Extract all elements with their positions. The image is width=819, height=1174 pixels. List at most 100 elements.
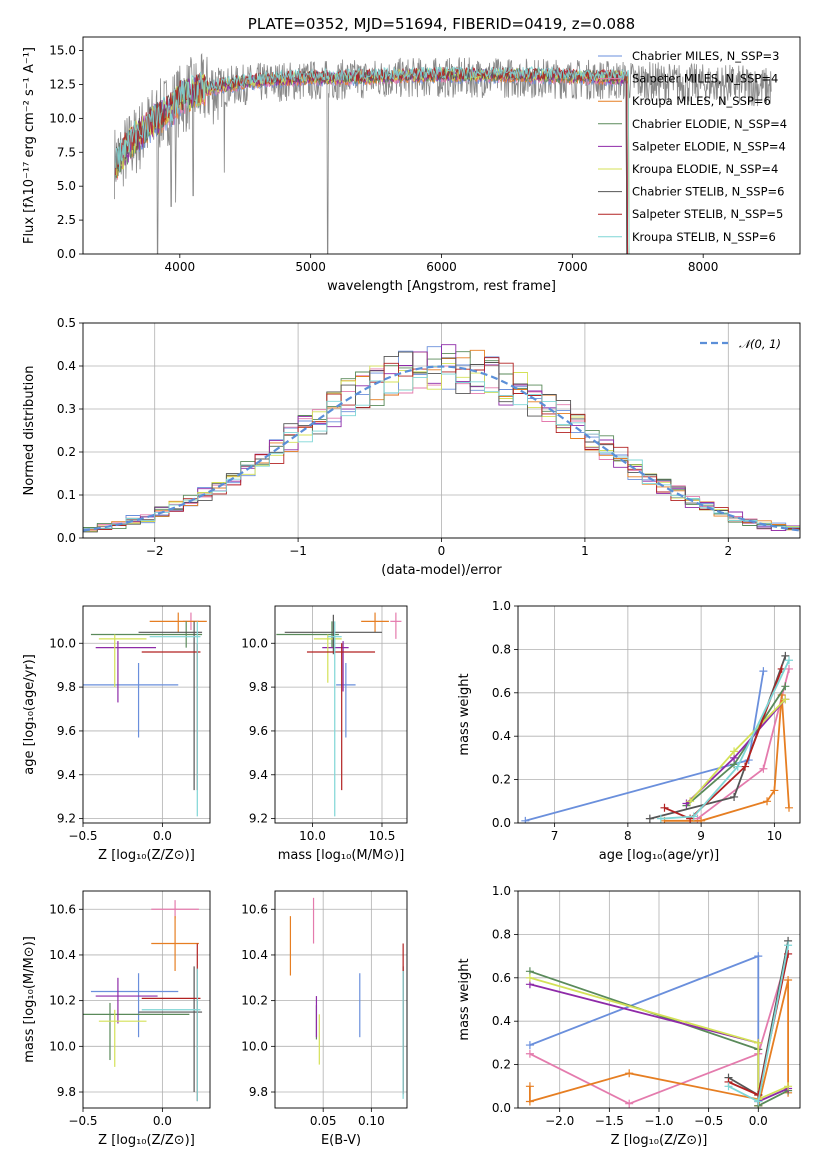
plot-area (83, 344, 800, 535)
plot-frame (274, 605, 408, 824)
chart-title: PLATE=0352, MJD=51694, FIBERID=0419, z=0… (248, 15, 635, 33)
plot-area (83, 900, 203, 1102)
weight-line (664, 668, 783, 820)
x-tick-label: 6000 (426, 260, 457, 274)
y-tick-label: 10.2 (49, 994, 76, 1008)
y-tick-label: 0.5 (57, 316, 76, 330)
y-tick-label: 0.4 (492, 1014, 511, 1028)
y-tick-label: 0.3 (57, 402, 76, 416)
weight-marker (525, 1097, 534, 1106)
x-tick-label: 7 (551, 829, 559, 843)
weight-marker (521, 816, 530, 823)
weight-marker (730, 747, 739, 756)
x-axis-label: mass [log₁₀(M/M⊙)] (278, 848, 405, 863)
y-tick-label: 9.6 (249, 724, 268, 738)
x-tick-label: 0.10 (358, 1114, 385, 1128)
y-tick-label: 9.2 (249, 812, 268, 826)
y-axis-label: mass [log₁₀(M/M⊙)] (22, 936, 37, 1063)
x-tick-label: 7000 (557, 260, 588, 274)
y-tick-label: 10.0 (241, 636, 268, 650)
weight-marker (759, 764, 768, 773)
y-tick-label: 0.8 (492, 642, 511, 656)
legend-label: Chabrier ELODIE, N_SSP=4 (632, 117, 787, 131)
y-tick-label: 0.2 (57, 445, 76, 459)
age-vs-metallicity-panel: −0.5 0.0 9.2 9.4 9.6 9.8 10.0 Z [log₁₀(Z/Z⊙)] ag… (22, 605, 211, 863)
x-tick-label: 2 (724, 544, 732, 558)
legend-label: Salpeter STELIB, N_SSP=5 (632, 207, 783, 221)
x-tick-label: −1.0 (644, 1114, 673, 1128)
weight-marker (697, 816, 706, 823)
normal-curve-line (83, 365, 800, 532)
x-tick-label: 1 (581, 544, 589, 558)
weight-marker (784, 949, 793, 958)
y-tick-label: 0.0 (492, 816, 511, 830)
plot-frame (517, 890, 801, 1109)
x-axis-label: E(B-V) (321, 1133, 361, 1148)
weight-marker (759, 667, 768, 676)
y-tick-label: 0.6 (492, 971, 511, 985)
y-tick-label: 10.0 (49, 636, 76, 650)
x-axis-label: Z [log₁₀(Z/Z⊙)] (98, 848, 195, 863)
weight-line (529, 976, 789, 1101)
model-spectrum-line (115, 65, 630, 254)
plot-area (521, 651, 794, 823)
y-tick-label: 0.2 (492, 1058, 511, 1072)
spectrum-panel: 4000 5000 6000 7000 8000 0.0 2.5 5.0 7.5 10.0 12.5… (22, 15, 801, 294)
weight-marker (625, 1069, 634, 1078)
weight-vs-metallicity-panel: −2.0 −1.5 −1.0 −0.5 0.0 0.0 0.2 0.4 0.6 0.8 1.0 Z [… (457, 884, 801, 1148)
y-tick-label: 9.4 (57, 768, 76, 782)
weight-marker (724, 1082, 733, 1091)
weight-marker (763, 797, 772, 806)
weight-marker (730, 792, 739, 801)
y-tick-label: 0.4 (57, 359, 76, 373)
y-tick-label: 15.0 (49, 44, 76, 58)
weight-marker (525, 973, 534, 982)
x-tick-label: 10.0 (299, 829, 326, 843)
y-tick-label: 2.5 (57, 213, 76, 227)
y-tick-label: 0.2 (492, 773, 511, 787)
x-tick-label: 0 (438, 544, 446, 558)
weight-marker (625, 1099, 634, 1108)
x-axis-label: age [log₁₀(age/yr)] (599, 848, 720, 863)
y-tick-label: 7.5 (57, 145, 76, 159)
x-tick-label: 4000 (165, 260, 196, 274)
x-tick-label: 0.0 (153, 829, 172, 843)
plot-area (114, 52, 772, 254)
x-tick-label: 9 (697, 829, 705, 843)
legend-label: Kroupa ELODIE, N_SSP=4 (632, 162, 778, 176)
x-tick-label: 10 (767, 829, 782, 843)
x-tick-label: −0.5 (68, 829, 97, 843)
x-tick-label: 5000 (295, 260, 326, 274)
y-tick-label: 5.0 (57, 179, 76, 193)
y-tick-label: 10.4 (49, 948, 76, 962)
y-tick-label: 1.0 (492, 599, 511, 613)
weight-marker (785, 656, 794, 665)
y-axis-label: Normed distribution (22, 366, 37, 496)
y-tick-label: 0.6 (492, 686, 511, 700)
weight-line (660, 659, 790, 820)
x-tick-label: −1.5 (595, 1114, 624, 1128)
weight-line (664, 694, 790, 822)
legend-label: Kroupa STELIB, N_SSP=6 (632, 230, 776, 244)
weight-marker (660, 803, 669, 812)
y-tick-label: 0.0 (57, 531, 76, 545)
weight-line (649, 655, 787, 820)
weight-marker (770, 786, 779, 795)
y-tick-label: 10.0 (241, 1039, 268, 1053)
y-tick-label: 1.0 (492, 884, 511, 898)
weight-marker (785, 664, 794, 673)
y-tick-label: 10.2 (241, 994, 268, 1008)
weight-marker (656, 814, 665, 823)
plot-frame (82, 322, 801, 539)
weight-marker (784, 941, 793, 950)
plot-area (83, 612, 207, 817)
weight-marker (733, 762, 742, 771)
plot-area (276, 612, 402, 817)
y-tick-label: 0.8 (492, 927, 511, 941)
y-tick-label: 0.0 (57, 247, 76, 261)
weight-marker (525, 1049, 534, 1058)
plot-frame (82, 36, 801, 255)
y-tick-label: 9.4 (249, 768, 268, 782)
x-tick-label: 10.5 (369, 829, 396, 843)
